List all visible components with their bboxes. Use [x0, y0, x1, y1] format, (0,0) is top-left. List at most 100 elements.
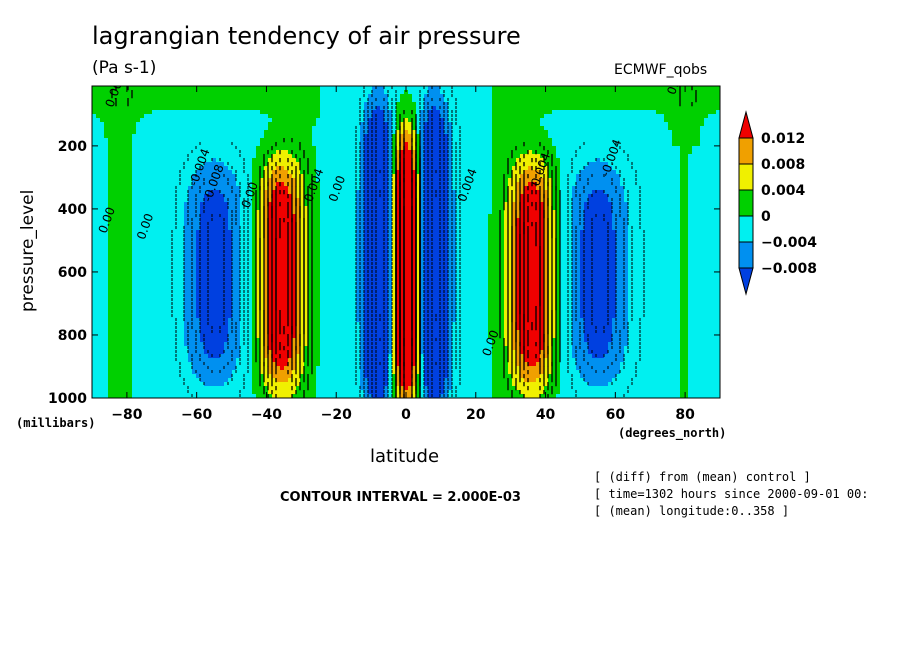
fill-cell	[92, 206, 109, 211]
fill-cell	[512, 374, 521, 379]
fill-cell	[408, 146, 413, 151]
fill-cell	[692, 150, 720, 155]
fill-cell	[536, 182, 545, 187]
fill-cell	[492, 354, 509, 359]
fill-cell	[624, 346, 681, 351]
fill-cell	[608, 382, 681, 387]
fill-cell	[572, 206, 585, 211]
fill-cell	[548, 198, 553, 203]
fill-cell	[132, 362, 193, 367]
fill-cell	[400, 126, 413, 131]
fill-cell	[92, 374, 109, 379]
fill-cell	[240, 246, 253, 251]
fill-cell	[132, 290, 185, 295]
fill-cell	[308, 262, 321, 267]
fill-cell	[368, 382, 389, 387]
fill-cell	[368, 98, 389, 103]
fill-cell	[200, 326, 229, 331]
fill-cell	[560, 326, 573, 331]
fill-cell	[520, 198, 541, 203]
fill-cell	[452, 378, 493, 383]
fill-cell	[420, 314, 425, 319]
fill-cell	[396, 158, 401, 163]
fill-cell	[572, 222, 585, 227]
fill-cell	[308, 318, 321, 323]
fill-cell	[392, 206, 397, 211]
fill-cell	[92, 262, 109, 267]
fill-cell	[524, 394, 541, 398]
fill-cell	[456, 298, 489, 303]
fill-cell	[388, 282, 393, 287]
fill-cell	[396, 174, 417, 179]
fill-cell	[532, 150, 557, 155]
fill-cell	[132, 266, 185, 271]
fill-cell	[584, 318, 613, 323]
fill-cell	[92, 182, 109, 187]
colorbar-swatch	[738, 137, 754, 165]
fill-cell	[132, 250, 185, 255]
fill-cell	[396, 274, 417, 279]
fill-cell	[612, 322, 629, 327]
fill-cell	[132, 242, 185, 247]
fill-cell	[240, 230, 253, 235]
fill-cell	[416, 346, 421, 351]
fill-cell	[688, 258, 720, 263]
fill-cell	[560, 242, 573, 247]
fill-cell	[452, 142, 493, 147]
colorbar-label: −0.004	[761, 235, 817, 251]
fill-cell	[440, 90, 493, 95]
fill-cell	[492, 390, 521, 395]
fill-cell	[320, 210, 357, 215]
fill-cell	[232, 274, 241, 279]
fill-cell	[544, 234, 549, 239]
fill-cell	[264, 330, 269, 335]
fill-cell	[240, 290, 253, 295]
fill-cell	[108, 230, 133, 235]
colorbar-swatch	[738, 163, 754, 191]
fill-cell	[396, 218, 417, 223]
fill-cell	[208, 190, 221, 195]
fill-cell	[320, 290, 357, 295]
fill-cell	[92, 158, 109, 163]
fill-cell	[624, 354, 681, 359]
fill-cell	[108, 386, 133, 391]
fill-cell	[580, 250, 617, 255]
fill-cell	[424, 266, 449, 271]
fill-cell	[372, 394, 385, 398]
fill-cell	[264, 278, 269, 283]
fill-cell	[132, 386, 253, 391]
fill-cell	[92, 214, 109, 219]
fill-cell	[580, 374, 617, 379]
fill-cell	[132, 150, 257, 155]
fill-cell	[688, 242, 720, 247]
fill-cell	[420, 222, 425, 227]
fill-cell	[680, 146, 693, 151]
fill-cell	[232, 234, 241, 239]
fill-cell	[268, 310, 297, 315]
fill-cell	[680, 254, 689, 259]
fill-cell	[392, 330, 397, 335]
fill-cell	[424, 242, 449, 247]
fill-cell	[192, 182, 237, 187]
fill-cell	[320, 278, 357, 283]
fill-cell	[264, 274, 269, 279]
fill-cell	[520, 370, 545, 375]
fill-cell	[108, 334, 133, 339]
fill-cell	[388, 298, 393, 303]
fill-cell	[452, 330, 489, 335]
fill-cell	[308, 302, 321, 307]
fill-cell	[268, 178, 297, 183]
fill-cell	[308, 290, 321, 295]
y-tick-label: 400	[58, 202, 87, 218]
fill-cell	[576, 174, 621, 179]
fill-cell	[580, 254, 617, 259]
fill-cell	[424, 306, 449, 311]
fill-cell	[392, 386, 397, 391]
fill-cell	[516, 318, 545, 323]
fill-cell	[320, 294, 357, 299]
fill-cell	[488, 214, 505, 219]
fill-cell	[268, 330, 297, 335]
fill-cell	[300, 350, 305, 355]
fill-cell	[588, 342, 609, 347]
fill-cell	[252, 330, 257, 335]
